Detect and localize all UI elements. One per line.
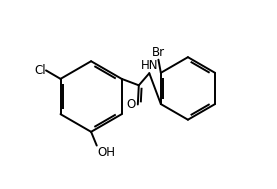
Text: O: O [126,98,135,111]
Text: OH: OH [98,146,116,159]
Text: Br: Br [152,46,165,59]
Text: HN: HN [140,59,158,72]
Text: Cl: Cl [34,64,46,77]
